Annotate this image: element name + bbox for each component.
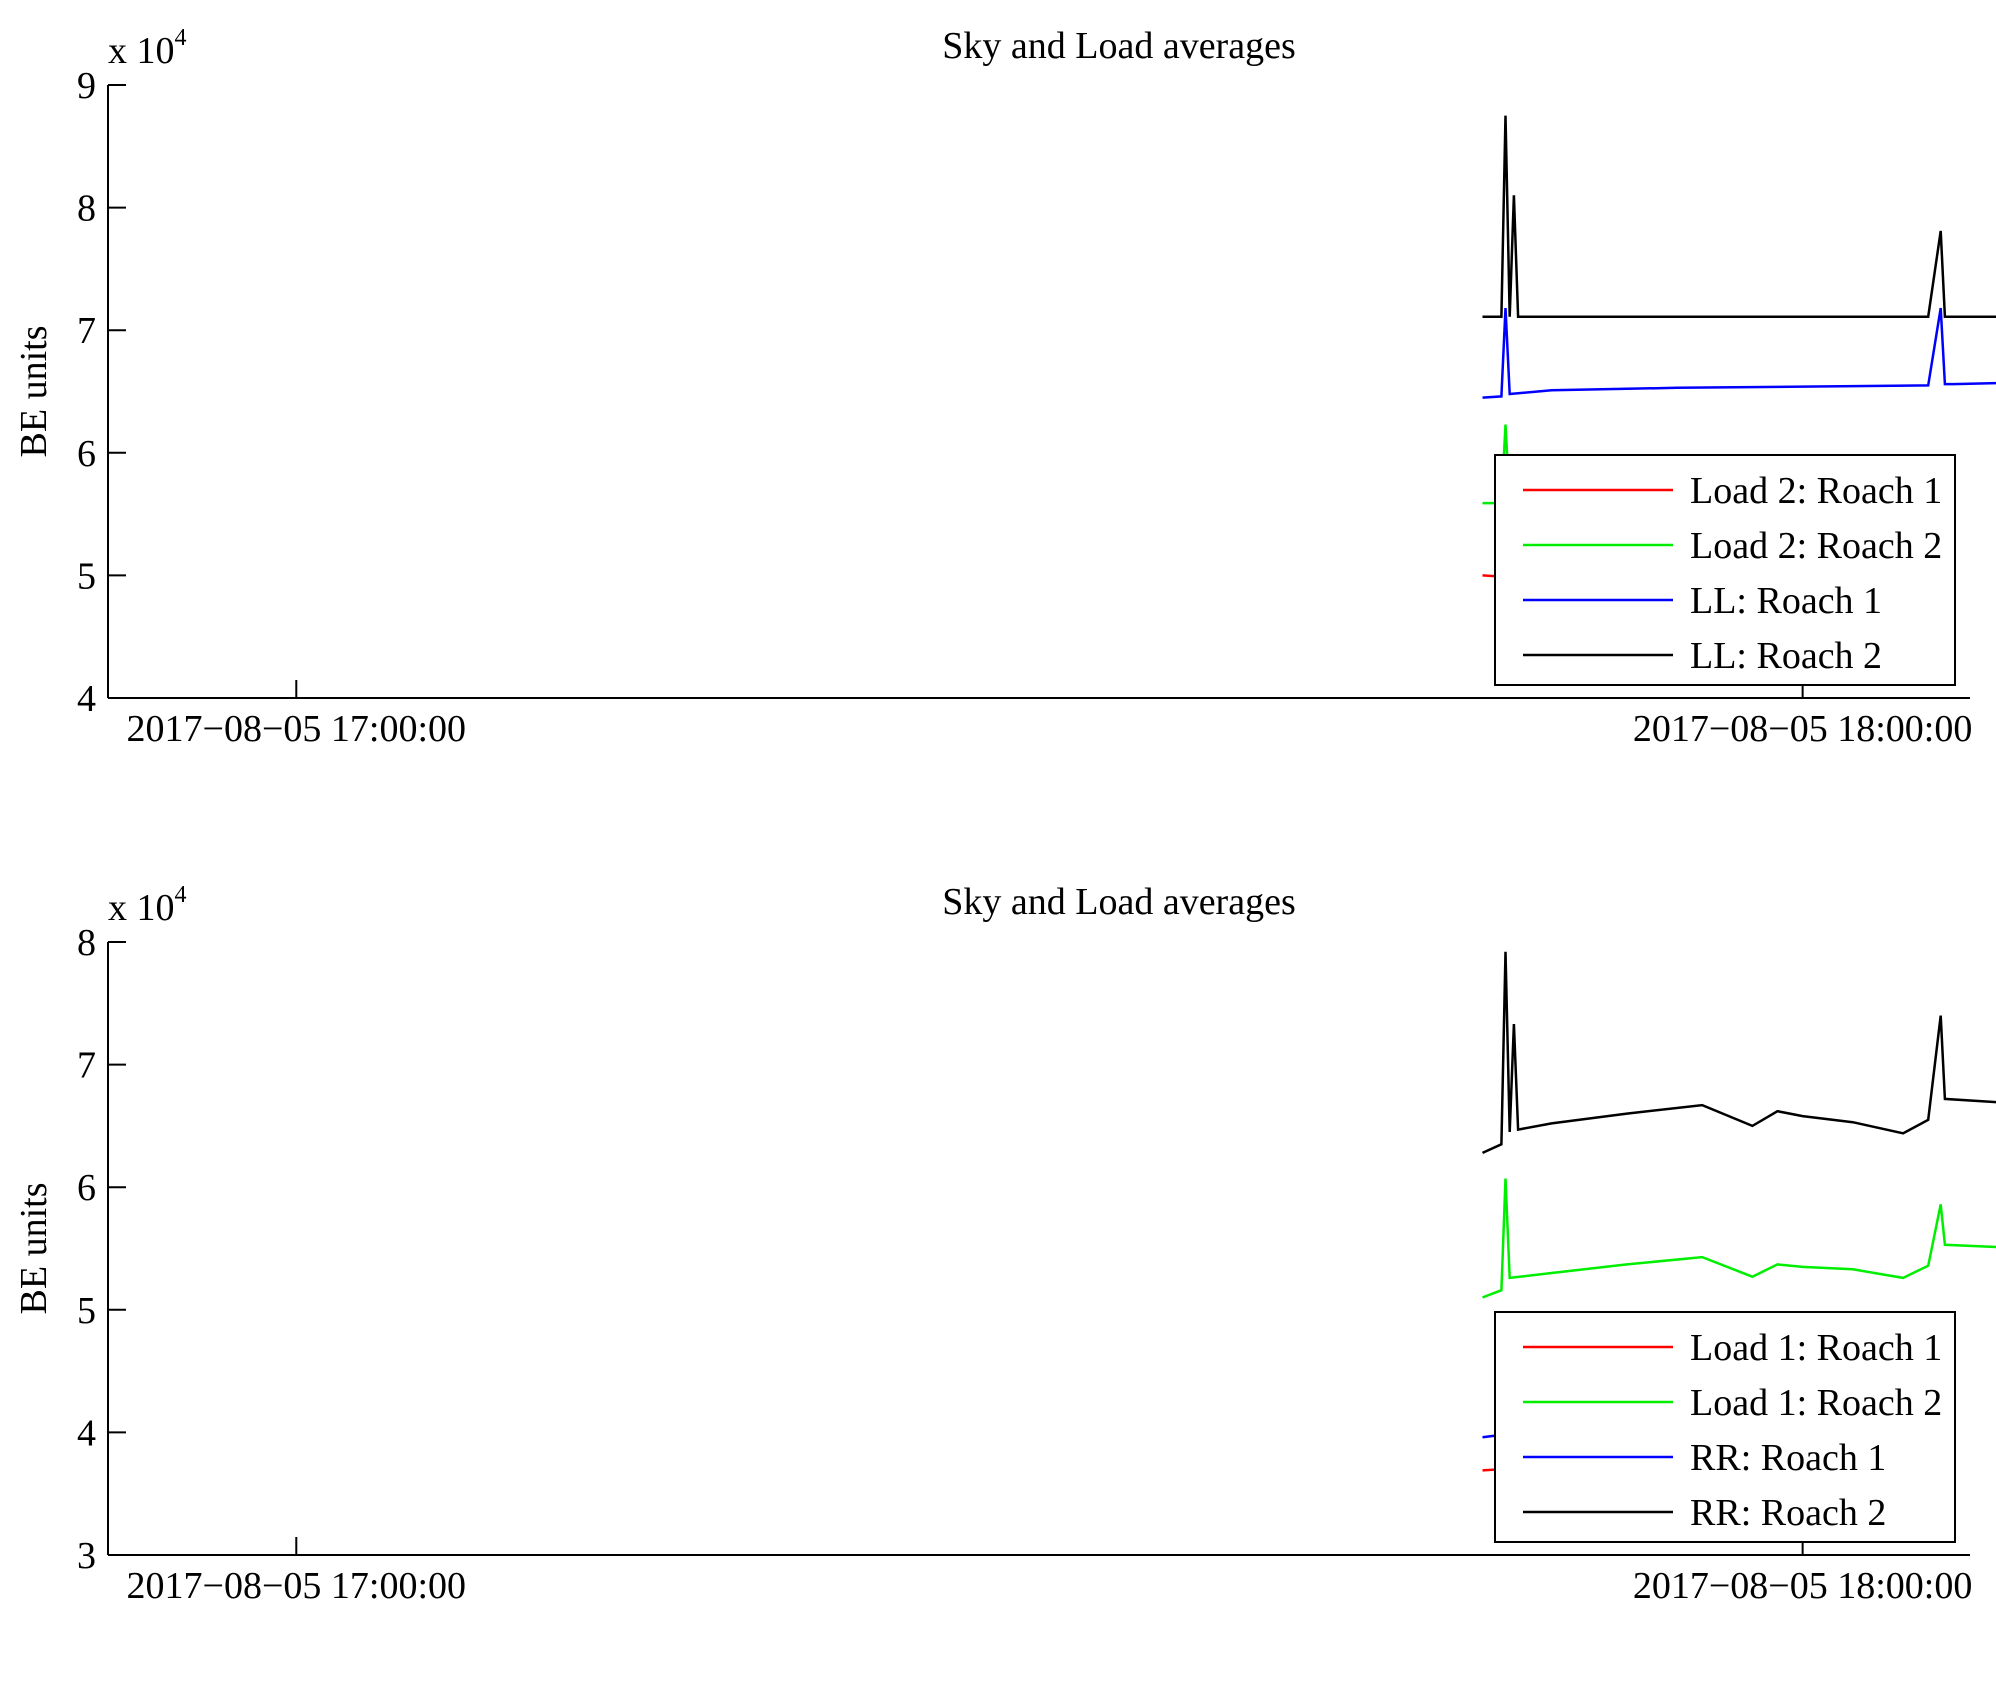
x-tick-label: 2017−08−05 17:00:00 (127, 1565, 466, 1607)
series-line-ll-roach-1 (1482, 307, 1996, 399)
x-tick-label: 2017−08−05 18:00:00 (1633, 708, 1972, 750)
y-multiplier-exponent: 4 (175, 25, 187, 51)
series-line-load-1-roach-2 (1482, 1178, 1996, 1299)
legend-entry: Load 2: Roach 1 (1690, 470, 1942, 512)
y-tick-label: 5 (77, 1290, 96, 1332)
y-tick-label: 6 (77, 1167, 96, 1209)
y-tick-label: 9 (77, 65, 96, 107)
series-line-ll-roach-2 (1482, 115, 1996, 318)
y-multiplier: x 104 (108, 25, 187, 72)
y-axis-label: BE units (13, 326, 55, 458)
legend-box (1494, 454, 1956, 686)
y-tick-label: 4 (77, 678, 96, 720)
series-line-rr-roach-2 (1481, 951, 1996, 1155)
legend-entry: RR: Roach 1 (1690, 1437, 1886, 1479)
y-tick-label: 8 (77, 922, 96, 964)
y-tick-label: 3 (77, 1535, 96, 1577)
y-tick-label: 8 (77, 188, 96, 230)
x-tick-label: 2017−08−05 18:00:00 (1633, 1565, 1972, 1607)
y-tick-label: 4 (77, 1412, 96, 1454)
legend-entry: RR: Roach 2 (1690, 1492, 1886, 1534)
legend: Load 1: Roach 1 Load 1: Roach 2 RR: Roach … (1494, 1311, 1956, 1543)
y-tick-label: 7 (77, 310, 96, 352)
y-multiplier-base: x 10 (108, 30, 175, 72)
legend-entry: LL: Roach 1 (1690, 580, 1882, 622)
y-tick-label: 5 (77, 555, 96, 597)
legend: Load 2: Roach 1 Load 2: Roach 2 LL: Roach … (1494, 454, 1956, 686)
y-multiplier: x 104 (108, 882, 187, 929)
y-multiplier-exponent: 4 (175, 882, 187, 908)
chart-title: Sky and Load averages (942, 25, 1296, 67)
y-multiplier-base: x 10 (108, 887, 175, 929)
x-tick-label: 2017−08−05 17:00:00 (127, 708, 466, 750)
y-tick-label: 7 (77, 1045, 96, 1087)
legend-entry: Load 1: Roach 2 (1690, 1382, 1942, 1424)
legend-box (1494, 1311, 1956, 1543)
legend-entry: Load 1: Roach 1 (1690, 1327, 1942, 1369)
legend-entry: LL: Roach 2 (1690, 635, 1882, 677)
legend-entry: Load 2: Roach 2 (1690, 525, 1942, 567)
y-axis-label: BE units (13, 1183, 55, 1315)
chart-title: Sky and Load averages (942, 881, 1296, 923)
y-tick-label: 6 (77, 433, 96, 475)
